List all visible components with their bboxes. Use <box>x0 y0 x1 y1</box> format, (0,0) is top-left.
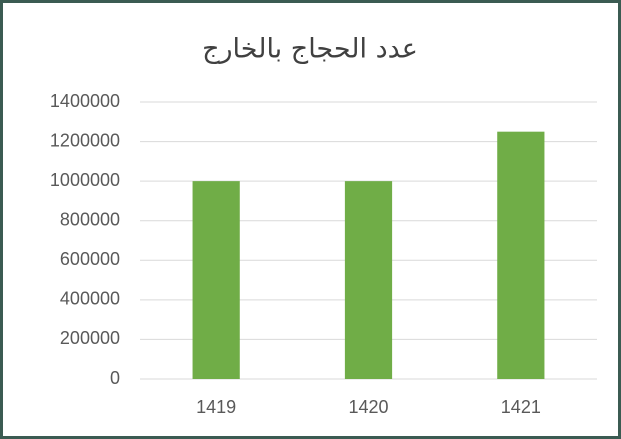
y-tick-label: 800000 <box>60 209 120 229</box>
bar <box>192 181 240 379</box>
y-tick-label: 400000 <box>60 289 120 309</box>
y-tick-label: 200000 <box>60 328 120 348</box>
y-tick-label: 600000 <box>60 249 120 269</box>
bar <box>497 131 545 379</box>
y-tick-label: 1200000 <box>50 130 120 150</box>
chart-title: عدد الحجاج بالخارج <box>202 34 418 65</box>
y-tick-label: 0 <box>110 368 120 388</box>
x-tick-label: 1421 <box>501 397 541 417</box>
y-tick-label: 1000000 <box>50 170 120 190</box>
bar <box>344 181 393 379</box>
x-tick-label: 1420 <box>348 397 388 417</box>
y-tick-label: 1400000 <box>50 91 120 111</box>
x-tick-label: 1419 <box>196 397 236 417</box>
